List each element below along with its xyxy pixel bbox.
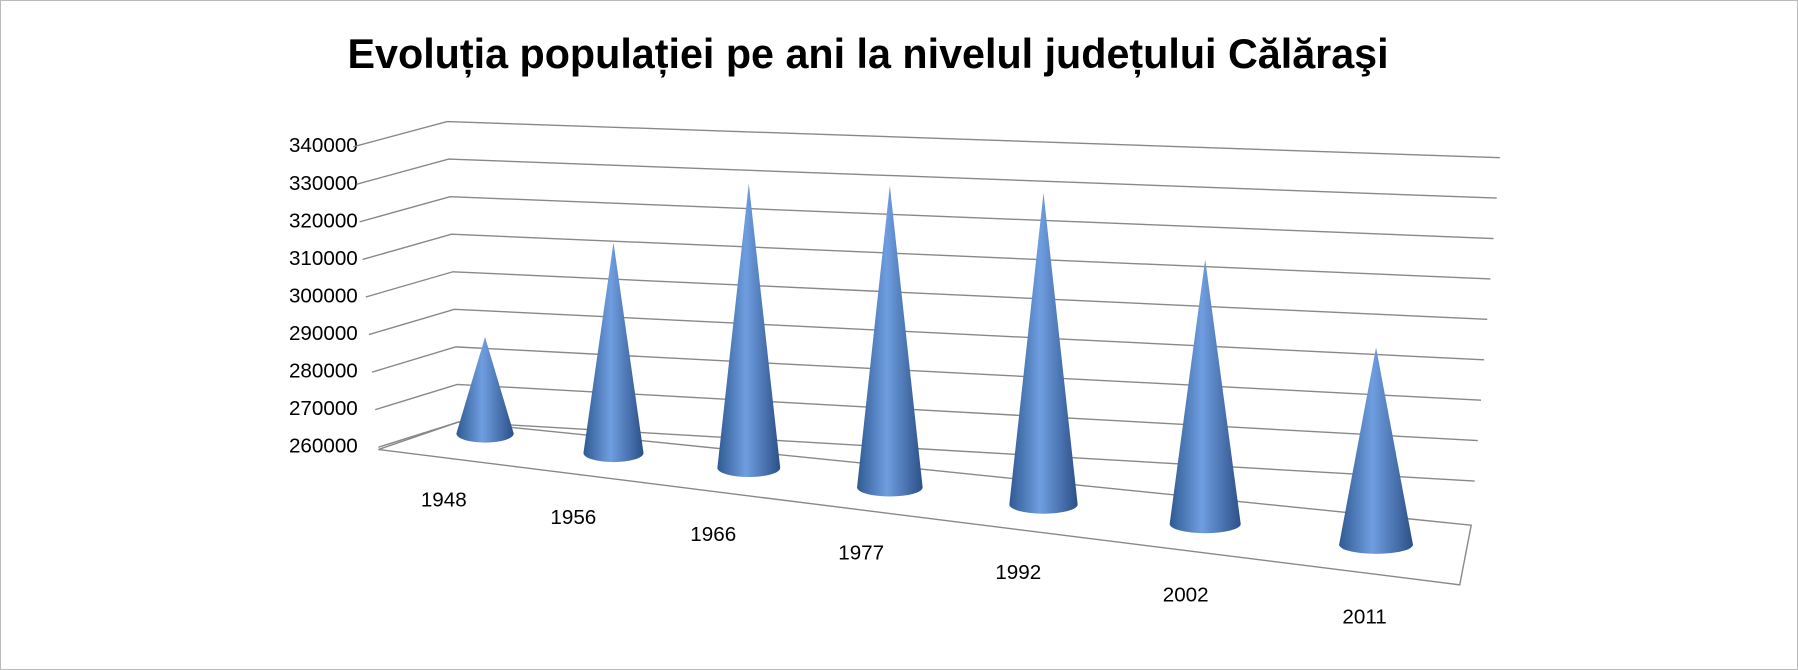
x-tick-label: 1948 xyxy=(421,489,467,512)
x-tick-label: 1966 xyxy=(690,523,736,546)
x-tick-label: 1956 xyxy=(550,506,596,529)
grid-line xyxy=(365,271,1488,321)
x-tick-label: 2011 xyxy=(1342,606,1386,629)
cone-body xyxy=(456,337,514,443)
y-tick-label: 300000 xyxy=(289,284,358,307)
grid-line xyxy=(362,233,1491,280)
cone-body xyxy=(1339,347,1413,554)
cone xyxy=(717,183,781,478)
grid-line xyxy=(359,195,1494,240)
x-tick-label: 1977 xyxy=(838,541,884,564)
grid-line xyxy=(378,421,1475,482)
chart-title: Evoluția populației pe ani la nivelul ju… xyxy=(348,31,1389,77)
grid-line xyxy=(368,308,1485,361)
cone xyxy=(1009,192,1078,514)
y-tick-label: 340000 xyxy=(289,134,358,157)
cone-body xyxy=(583,242,644,463)
grid-line xyxy=(371,346,1481,401)
y-tick-label: 330000 xyxy=(289,172,358,195)
cone xyxy=(1169,259,1241,534)
cone xyxy=(583,242,644,463)
y-tick-label: 270000 xyxy=(289,397,358,420)
y-tick-label: 290000 xyxy=(289,322,358,345)
grid-line xyxy=(356,158,1497,199)
grid-line xyxy=(375,383,1478,442)
y-tick-label: 320000 xyxy=(289,209,358,232)
cone-body xyxy=(717,183,781,478)
grid-line xyxy=(353,120,1500,159)
y-tick-label: 310000 xyxy=(289,247,358,270)
cone xyxy=(1339,347,1413,554)
cone-body xyxy=(857,185,923,497)
cone xyxy=(857,185,923,497)
y-tick-label: 280000 xyxy=(289,360,358,383)
cone xyxy=(456,337,514,443)
x-tick-label: 1992 xyxy=(995,561,1041,584)
cone-body xyxy=(1169,259,1241,534)
x-tick-label: 2002 xyxy=(1163,584,1209,607)
plot: Evoluția populației pe ani la nivelul ju… xyxy=(289,31,1500,629)
floor xyxy=(378,421,1473,586)
y-tick-label: 260000 xyxy=(289,435,358,458)
cone-body xyxy=(1009,192,1078,514)
